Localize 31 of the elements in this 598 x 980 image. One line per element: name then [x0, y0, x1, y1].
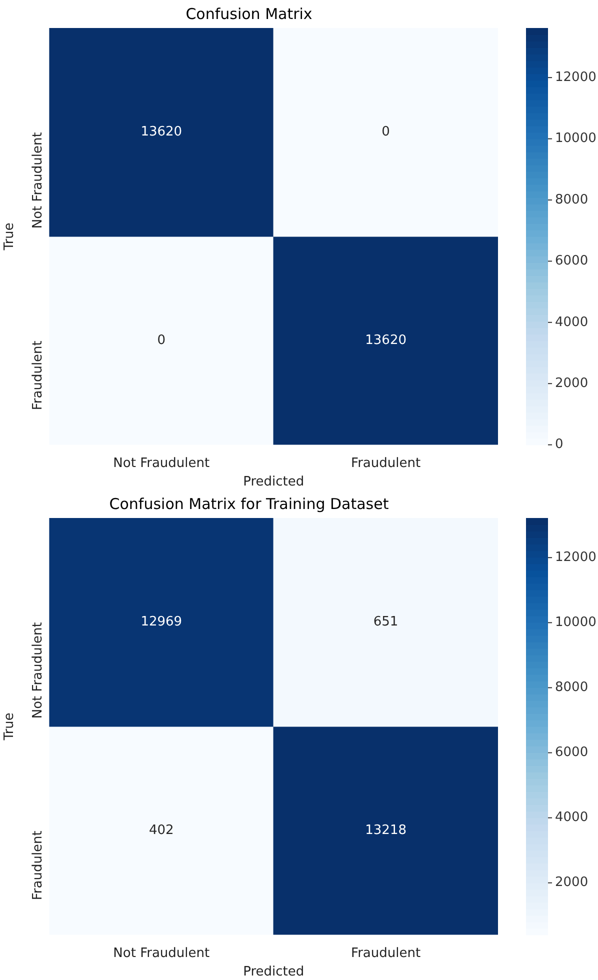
color-bar-label: 2000	[555, 376, 588, 391]
y-tick-label: Not Fraudulent	[30, 132, 46, 229]
data-label: 651	[373, 614, 398, 630]
color-bar-label: 6000	[555, 254, 588, 269]
color-bar-label: 0	[555, 437, 564, 452]
color-bar-label: 8000	[555, 192, 588, 208]
y-tick-label: Fraudulent	[30, 340, 46, 410]
data-label: 12969	[140, 614, 182, 630]
x-axis-title: Predicted	[243, 474, 304, 490]
chart-title: Confusion Matrix for Training Dataset	[109, 494, 389, 513]
data-label: 402	[148, 822, 174, 838]
color-bar-label: 10000	[555, 615, 596, 630]
y-tick-label: Fraudulent	[30, 830, 46, 900]
y-axis-title: True	[2, 712, 18, 742]
data-label: 0	[382, 124, 390, 140]
color-bar-label: 8000	[555, 680, 588, 696]
color-bar-label: 12000	[555, 550, 596, 565]
color-bar-label: 4000	[555, 810, 588, 826]
data-label: 0	[157, 332, 166, 348]
x-axis-title: Predicted	[243, 964, 304, 980]
color-bar-label: 10000	[555, 131, 596, 146]
data-label: 13620	[365, 332, 406, 348]
color-bar-label: 6000	[555, 745, 588, 760]
y-axis-title: True	[2, 222, 18, 252]
chart-title: Confusion Matrix	[186, 4, 312, 23]
color-bar-label: 4000	[555, 314, 588, 330]
color-bar-label: 12000	[555, 70, 596, 85]
data-label: 13620	[140, 124, 182, 140]
color-bar-label: 2000	[555, 875, 588, 890]
y-tick-label: Not Fraudulent	[30, 622, 46, 719]
data-label: 13218	[365, 822, 406, 838]
